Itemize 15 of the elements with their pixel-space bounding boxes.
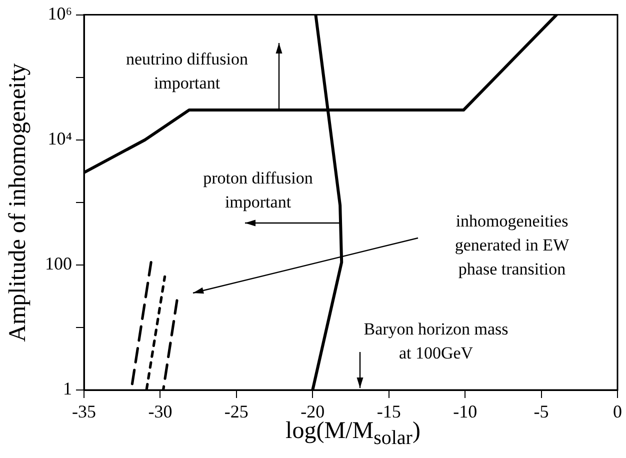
y-tick-label: 10⁶: [48, 4, 72, 24]
annotation: neutrino diffusion important: [126, 49, 248, 92]
x-tick-label: -30: [148, 402, 172, 422]
y-axis-title: Amplitude of inhomogeneity: [4, 62, 32, 342]
y-tick-label: 100: [45, 254, 72, 274]
x-tick-label: -35: [72, 402, 96, 422]
x-tick-label: 0: [613, 402, 622, 422]
annotation: inhomogeneities generated in EW phase transition: [454, 211, 570, 278]
annotation: Baryon horizon mass at 100GeV: [364, 319, 508, 362]
x-tick-label: -10: [453, 402, 478, 422]
x-tick-label: -25: [224, 402, 248, 422]
annotation: proton diffusion important: [203, 168, 314, 212]
y-tick-label: 10⁴: [48, 128, 72, 149]
y-tick-label: 1: [63, 378, 72, 399]
x-tick-label: -5: [534, 402, 549, 422]
